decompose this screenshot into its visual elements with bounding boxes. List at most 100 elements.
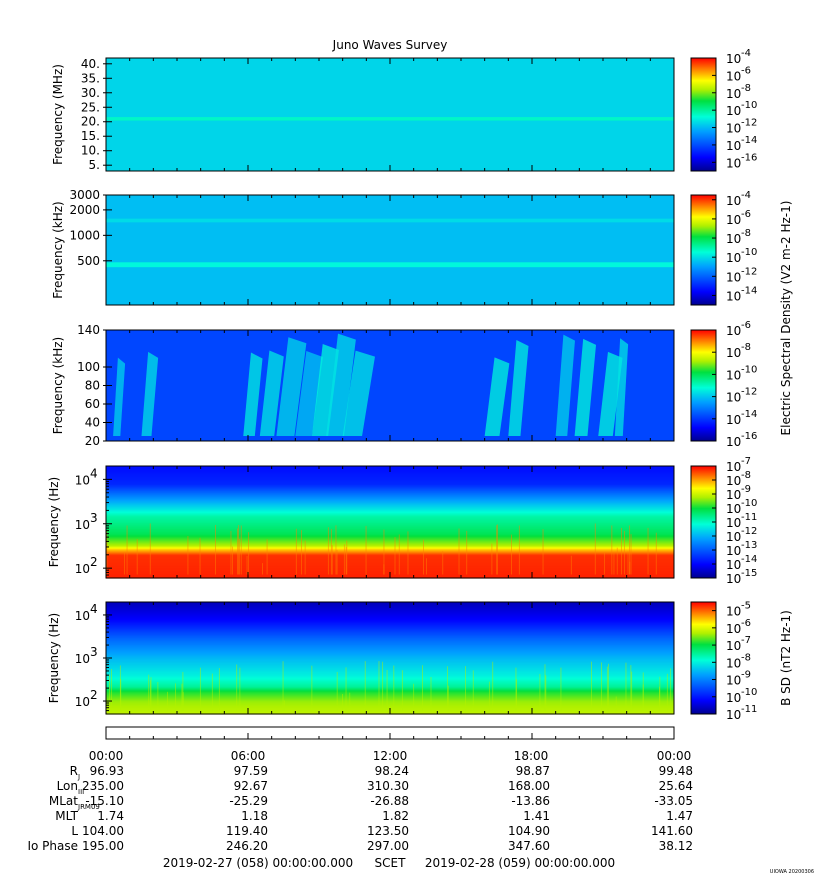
spectral-band (106, 511, 674, 514)
spectral-band (106, 505, 674, 507)
ephemeris-label-sub: III (78, 788, 84, 796)
spectral-band (106, 647, 674, 650)
y-tick-label: 10. (81, 144, 100, 158)
spectral-band (106, 622, 674, 624)
colorbar-tick-exponent: -8 (741, 470, 751, 481)
burst-13 (598, 351, 623, 436)
spectral-band (106, 560, 674, 563)
y-axis-label: Frequency (MHz) (51, 64, 65, 165)
ephemeris-value: 1.82 (382, 809, 409, 823)
spectral-band (106, 660, 674, 663)
colorbar-tick-exponent: -6 (741, 65, 751, 76)
colorbar-tick-exponent: -10 (741, 364, 757, 375)
spectral-band (106, 628, 674, 630)
spectral-band (106, 671, 674, 673)
spectral-band (106, 526, 674, 528)
colorbar-tick-label: 10 (726, 289, 741, 303)
figure-title: Juno Waves Survey (332, 38, 448, 52)
spectral-band (106, 478, 674, 480)
spectral-band (106, 620, 674, 623)
spectral-band (106, 618, 674, 620)
y-tick-label: 10 (75, 518, 90, 532)
ephemeris-label: MLT (55, 809, 78, 823)
colorbar-gradient (690, 601, 717, 715)
spectral-band (106, 517, 674, 519)
spectral-band (106, 673, 674, 676)
spectral-band (106, 518, 674, 521)
burst-1 (141, 351, 159, 436)
y-tick-label: 100 (77, 360, 100, 374)
spectral-band (106, 521, 674, 523)
colorbar-tick-exponent: -13 (741, 540, 757, 551)
y-tick-label: 3000 (69, 188, 100, 202)
spectral-band (106, 501, 674, 503)
y-tick-exponent: 2 (90, 555, 98, 569)
colorbar-tick-label: 10 (726, 691, 741, 705)
time-label: 18:00 (514, 749, 549, 763)
y-tick-label: 10 (75, 473, 90, 487)
ephemeris-value: 25.64 (659, 779, 693, 793)
spectral-band (106, 640, 674, 642)
colorbar-tick-label: 10 (726, 674, 741, 688)
colorbar-tick-label: 10 (726, 52, 741, 66)
y-axis-label: Frequency (kHz) (51, 201, 65, 298)
spectral-band (106, 561, 674, 564)
spectral-band (106, 530, 674, 532)
colorbar-lfr-low: 10-1510-1410-1310-1210-1110-1010-910-810… (690, 456, 757, 586)
spectral-band (106, 649, 674, 651)
colorbar-tick-label: 10 (726, 474, 741, 488)
ephemeris-value: 347.60 (508, 839, 550, 853)
footer-start: 2019-02-27 (058) 00:00:00.000 (163, 856, 353, 870)
colorbar-tick-exponent: -12 (741, 266, 757, 277)
spectral-band (106, 643, 674, 645)
spectral-band (106, 512, 674, 514)
spectral-band (106, 629, 674, 631)
burst-6 (311, 344, 339, 436)
spectral-band (106, 473, 674, 475)
burst-10 (508, 340, 529, 436)
spectral-band (106, 661, 674, 663)
spectral-band (106, 656, 674, 658)
spectral-band (106, 557, 674, 560)
colorbar-tick-exponent: -7 (741, 456, 751, 467)
spectral-band (106, 522, 674, 524)
ephemeris-value: 99.48 (659, 764, 693, 778)
colorbar-gradient (690, 329, 717, 442)
spectral-band (106, 626, 674, 628)
spectral-band (106, 663, 674, 666)
spectral-band (106, 529, 674, 531)
spectral-band (106, 506, 674, 508)
spectral-band (106, 651, 674, 653)
spectrogram-background (106, 195, 674, 305)
spectral-band (106, 653, 674, 656)
colorbar-tick-label: 10 (726, 87, 741, 101)
burst-14 (614, 338, 629, 436)
spectral-band (106, 511, 674, 513)
spectral-band (106, 474, 674, 477)
y-tick-label: 30. (81, 86, 100, 100)
panel-lfr-high: 20 40 60 80 100 140 Frequency (kHz) (51, 323, 675, 448)
spectral-band (106, 515, 674, 517)
spectral-band (106, 638, 674, 640)
spectral-band (106, 623, 674, 626)
burst-9 (484, 357, 510, 436)
burst-5 (295, 350, 323, 436)
spectral-band (106, 635, 674, 638)
y-axis-label: Frequency (Hz) (47, 613, 61, 704)
spectral-band (106, 665, 674, 667)
y-tick-label: 10 (75, 562, 90, 576)
spectral-band (106, 567, 674, 569)
spectral-band (106, 639, 674, 641)
spectral-band (106, 475, 674, 477)
spectral-band (106, 569, 674, 571)
spectral-band (106, 496, 674, 499)
spectral-band (106, 624, 674, 626)
spectral-band (106, 525, 674, 527)
spectral-band (106, 493, 674, 495)
spectral-band (106, 610, 674, 612)
spectral-band (106, 513, 674, 516)
spectral-band (106, 659, 674, 661)
